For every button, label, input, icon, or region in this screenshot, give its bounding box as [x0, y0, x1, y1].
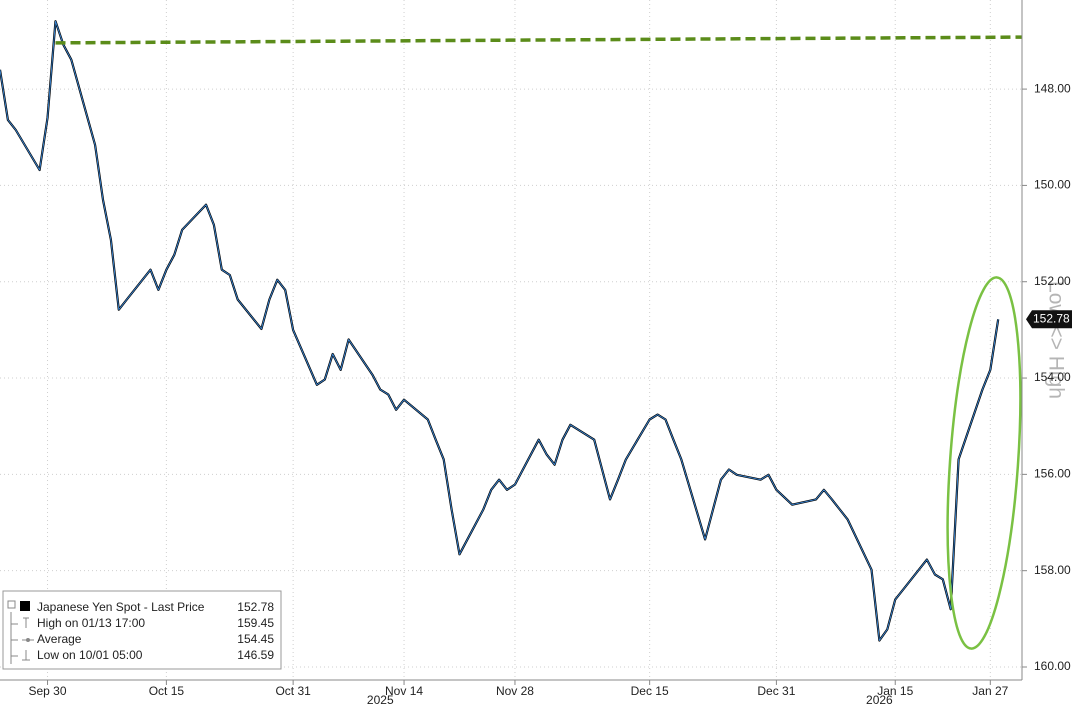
last-price-tag	[1026, 310, 1072, 329]
x-tick-label: Jan 27	[972, 684, 1008, 698]
legend-value: 146.59	[237, 648, 274, 662]
y-tick-label: 152.00	[1034, 274, 1071, 288]
grid	[0, 0, 1022, 680]
legend-label: High on 01/13 17:00	[37, 616, 145, 630]
legend: Japanese Yen Spot - Last Price 152.78 High…	[2, 590, 282, 670]
year-label: 2026	[866, 693, 893, 707]
y-tick-label: 148.00	[1034, 81, 1071, 95]
legend-value: 152.78	[237, 600, 274, 614]
legend-value: 159.45	[237, 616, 274, 630]
x-tick-label: Jan 15	[877, 684, 913, 698]
legend-value: 154.45	[237, 632, 274, 646]
price-line-highlight	[0, 20, 999, 641]
x-tick-label: Nov 14	[385, 684, 423, 698]
plot-area	[0, 0, 1022, 680]
legend-label: Low on 10/01 05:00	[37, 648, 143, 662]
last-price-label: 152.78	[1033, 311, 1070, 325]
legend-icon	[20, 601, 30, 611]
x-tick-label: Oct 15	[149, 684, 185, 698]
x-tick-label: Dec 15	[631, 684, 669, 698]
x-tick-label: Nov 28	[496, 684, 534, 698]
x-tick-label: Sep 30	[29, 684, 67, 698]
legend-label: Japanese Yen Spot - Last Price	[37, 600, 205, 614]
x-tick-label: Oct 31	[275, 684, 311, 698]
y-tick-label: 160.00	[1034, 659, 1071, 673]
legend-box	[2, 590, 282, 670]
y-tick-label: 154.00	[1034, 370, 1071, 384]
legend-label: Average	[37, 632, 82, 646]
lines	[0, 20, 1023, 642]
x-tick-label: Dec 31	[757, 684, 795, 698]
legend-icon	[7, 600, 16, 609]
year-label: 2025	[367, 693, 394, 707]
legend-icon	[26, 638, 30, 642]
y-tick-label: 150.00	[1034, 178, 1071, 192]
reference-line	[55, 35, 1023, 45]
y-tick-label: 156.00	[1034, 467, 1071, 481]
y-tick-label: 158.00	[1034, 563, 1071, 577]
highlight-ellipse	[946, 276, 1022, 650]
